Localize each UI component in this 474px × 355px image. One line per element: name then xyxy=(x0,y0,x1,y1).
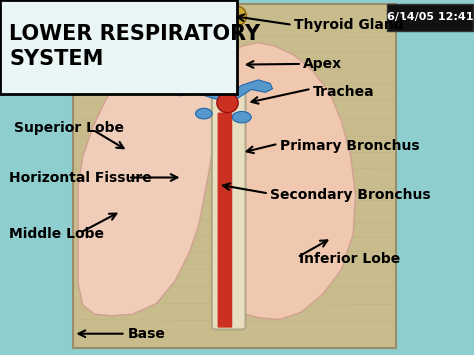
Polygon shape xyxy=(178,82,228,101)
Text: Trachea: Trachea xyxy=(313,85,374,99)
Ellipse shape xyxy=(232,111,251,123)
FancyBboxPatch shape xyxy=(73,4,396,348)
Text: 6/14/05 12:41: 6/14/05 12:41 xyxy=(387,12,473,22)
Text: Thyroid Gland: Thyroid Gland xyxy=(294,18,403,32)
Ellipse shape xyxy=(195,108,212,119)
FancyBboxPatch shape xyxy=(212,93,246,329)
FancyBboxPatch shape xyxy=(0,0,237,94)
Text: Secondary Bronchus: Secondary Bronchus xyxy=(270,188,431,202)
Text: Superior Lobe: Superior Lobe xyxy=(14,121,124,135)
Text: Base: Base xyxy=(128,327,166,341)
Text: Inferior Lobe: Inferior Lobe xyxy=(299,252,400,266)
Ellipse shape xyxy=(217,93,238,113)
Text: Primary Bronchus: Primary Bronchus xyxy=(280,138,419,153)
FancyBboxPatch shape xyxy=(218,113,232,328)
Text: LOWER RESPIRATORY
SYSTEM: LOWER RESPIRATORY SYSTEM xyxy=(9,24,261,69)
Polygon shape xyxy=(225,80,273,102)
Text: Middle Lobe: Middle Lobe xyxy=(9,227,104,241)
Text: Apex: Apex xyxy=(303,57,343,71)
Text: Horizontal Fissure: Horizontal Fissure xyxy=(9,170,152,185)
Ellipse shape xyxy=(228,6,246,26)
FancyBboxPatch shape xyxy=(387,4,473,31)
Polygon shape xyxy=(220,43,356,320)
Ellipse shape xyxy=(205,6,227,26)
Polygon shape xyxy=(78,43,220,316)
